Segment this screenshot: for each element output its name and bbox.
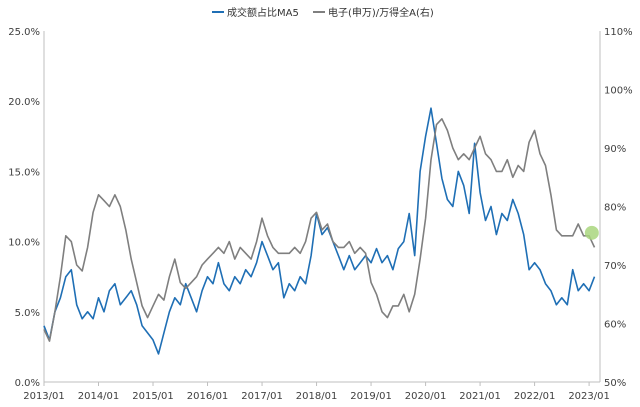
- legend-label-right-series: 电子(申万)/万得全A(右): [328, 6, 434, 19]
- x-tick-label: 2014/01: [78, 391, 120, 402]
- x-tick-label: 2016/01: [187, 391, 229, 402]
- series-line-left: [43, 107, 596, 355]
- x-tick-label: 2017/01: [241, 391, 283, 402]
- x-tick-label: 2013/01: [23, 391, 65, 402]
- y-left-tick-label: 25.0%: [8, 27, 40, 38]
- y-left-tick-label: 15.0%: [8, 167, 40, 178]
- x-tick-label: 2019/01: [350, 391, 392, 402]
- x-tick-label: 2021/01: [459, 391, 501, 402]
- x-tick-label: 2023/01: [568, 391, 610, 402]
- x-tick-label: 2022/01: [514, 391, 556, 402]
- y-right-tick-label: 50%: [604, 378, 626, 389]
- series-line-right: [43, 118, 596, 342]
- y-right-tick-label: 80%: [604, 203, 626, 214]
- y-right-tick-label: 100%: [604, 86, 633, 97]
- y-left-tick-label: 0.0%: [15, 378, 40, 389]
- y-left-tick-label: 10.0%: [8, 238, 40, 249]
- legend-label-left-series: 成交额占比MA5: [227, 6, 299, 19]
- y-right-tick-label: 110%: [604, 27, 633, 38]
- x-tick-label: 2020/01: [405, 391, 447, 402]
- highlight-marker: [584, 225, 599, 240]
- legend: 成交额占比MA5 电子(申万)/万得全A(右): [212, 6, 434, 19]
- x-tick-label: 2015/01: [132, 391, 174, 402]
- y-right-tick-label: 90%: [604, 144, 626, 155]
- y-left-tick-label: 5.0%: [15, 308, 40, 319]
- y-right-tick-label: 60%: [604, 320, 626, 331]
- y-left-tick-label: 20.0%: [8, 97, 40, 108]
- x-tick-label: 2018/01: [296, 391, 338, 402]
- plot-area: [43, 107, 599, 355]
- y-right-tick-label: 70%: [604, 261, 626, 272]
- axes: 0.0% 5.0% 10.0% 15.0% 20.0% 25.0% 50% 60% 70% 80%…: [8, 27, 632, 402]
